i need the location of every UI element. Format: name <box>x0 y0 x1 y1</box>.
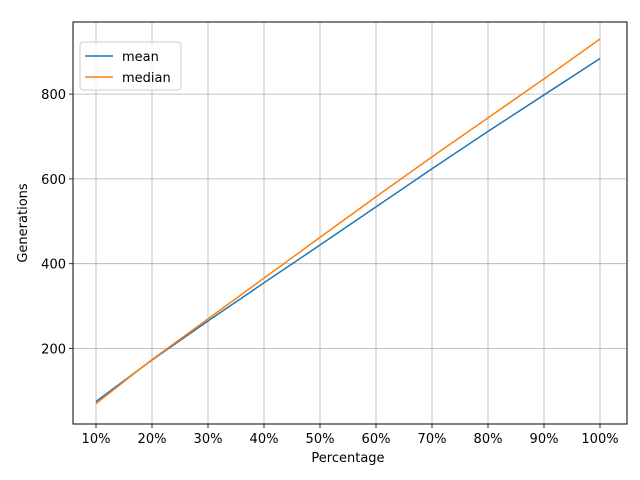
y-axis-label: Generations <box>16 183 31 263</box>
y-axis: 200 400 600 800 <box>41 88 73 358</box>
series-line-mean <box>95 57 601 403</box>
y-tick-label: 600 <box>41 173 66 188</box>
x-axis-label: Percentage <box>311 451 384 466</box>
x-tick-label: 90% <box>530 432 559 447</box>
y-tick-label: 400 <box>41 258 66 273</box>
legend-box <box>79 41 182 91</box>
x-tick-label: 40% <box>250 432 279 447</box>
legend-label-median: median <box>122 71 171 86</box>
x-tick-label: 100% <box>581 432 618 447</box>
series-line-median <box>95 38 601 405</box>
x-tick-label: 20% <box>138 432 167 447</box>
x-tick-label: 50% <box>306 432 335 447</box>
grid <box>73 22 627 424</box>
series-group <box>95 38 601 405</box>
legend: mean median <box>79 41 182 91</box>
x-tick-label: 70% <box>418 432 447 447</box>
x-tick-label: 30% <box>194 432 223 447</box>
legend-label-mean: mean <box>122 50 159 65</box>
y-tick-label: 200 <box>41 343 66 358</box>
x-axis: 10% 20% 30% 40% 50% 60% 70% 80% 90% 100% <box>82 424 619 447</box>
y-tick-label: 800 <box>41 88 66 103</box>
x-tick-label: 60% <box>362 432 391 447</box>
plot-frame <box>72 21 628 425</box>
x-tick-label: 10% <box>82 432 111 447</box>
x-tick-label: 80% <box>474 432 503 447</box>
